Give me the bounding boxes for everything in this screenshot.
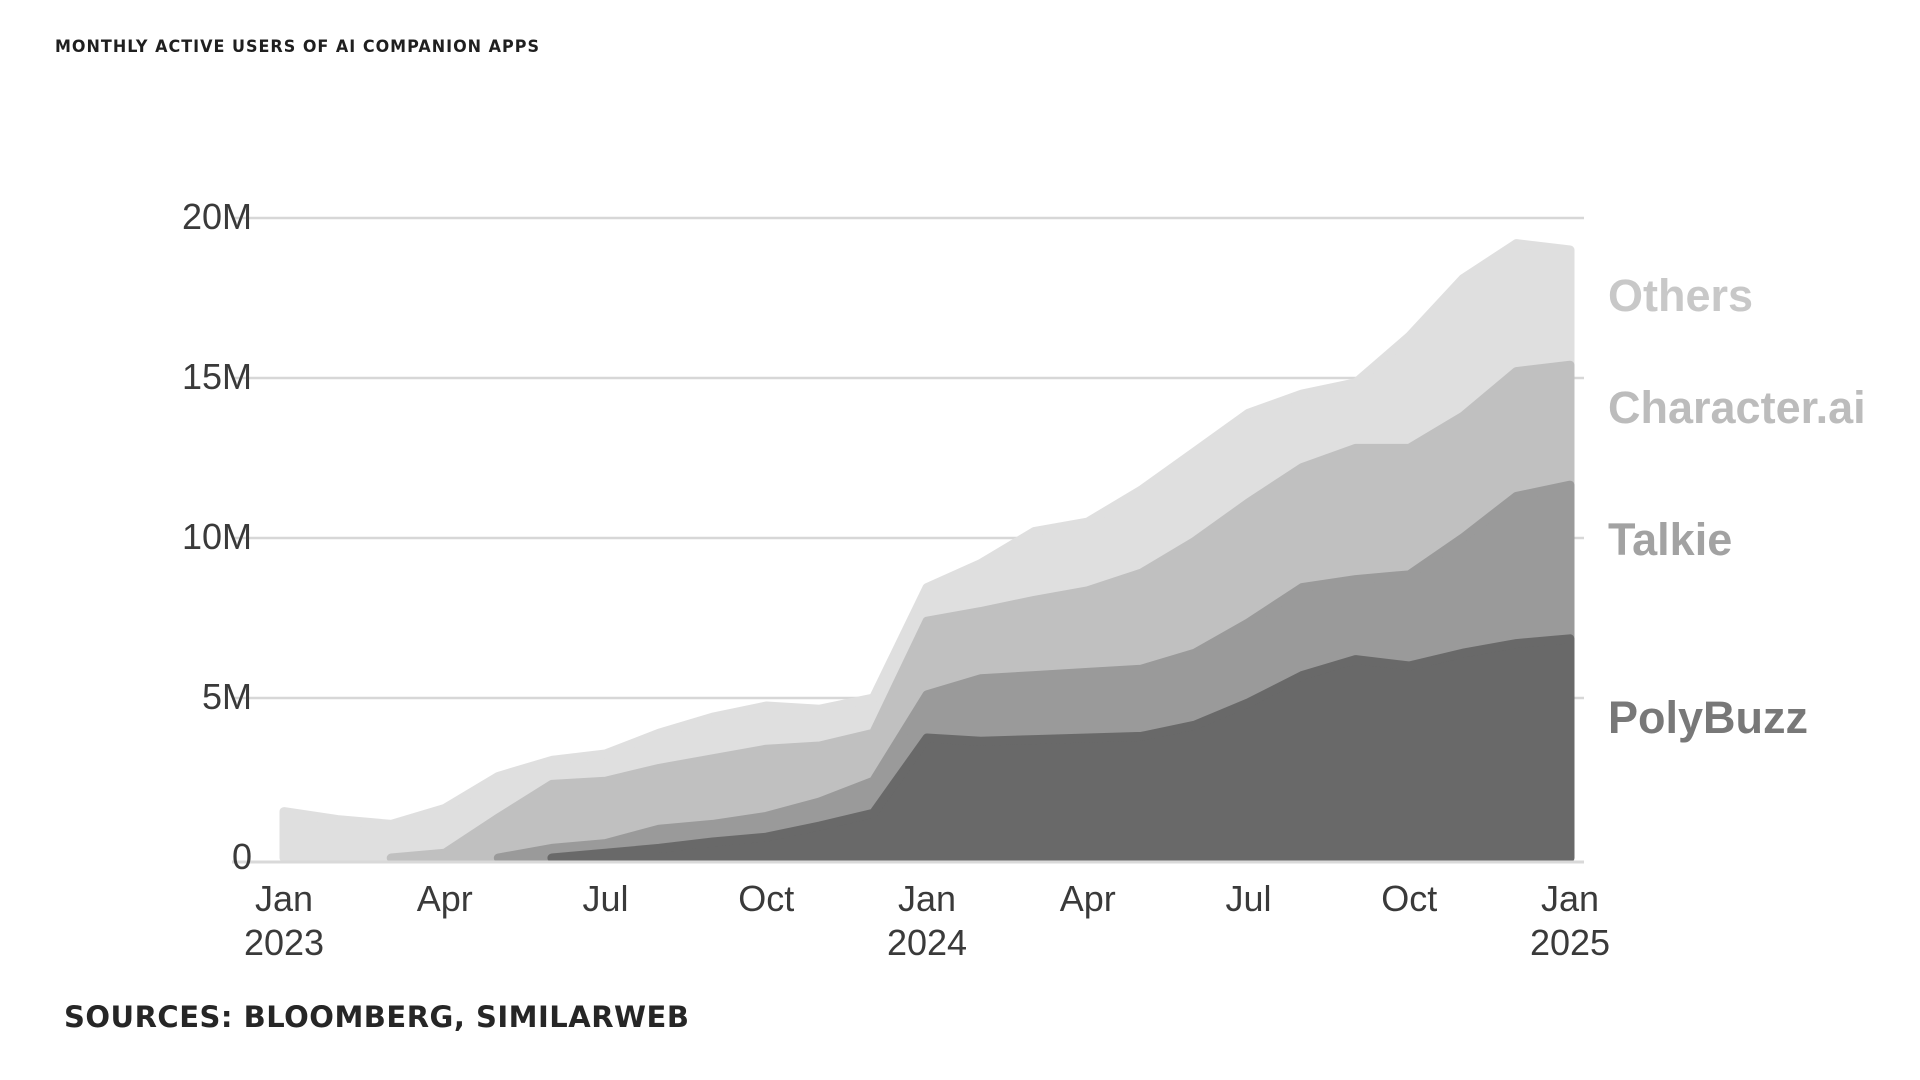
legend-label-talkie: Talkie <box>1608 514 1733 565</box>
y-tick-10M: 10M <box>181 516 252 557</box>
y-tick-0: 0 <box>231 836 252 877</box>
legend-label-others: Others <box>1608 270 1754 321</box>
x-tick-Jan2024: Jan <box>897 878 957 919</box>
x-tick-Jan2023: Jan <box>254 878 314 919</box>
x-tick-Jan2025: Jan <box>1540 878 1600 919</box>
x-tick-Jul: Jul <box>582 878 629 919</box>
source-note: SOURCES: BLOOMBERG, SIMILARWEB <box>64 1000 690 1034</box>
x-tick-Apr: Apr <box>416 878 473 919</box>
y-tick-15M: 15M <box>181 356 252 397</box>
y-tick-20M: 20M <box>181 196 252 237</box>
x-year-2024: 2024 <box>886 922 968 963</box>
x-tick-Apr: Apr <box>1059 878 1116 919</box>
x-year-2023: 2023 <box>243 922 325 963</box>
legend-label-polybuzz: PolyBuzz <box>1608 692 1809 743</box>
x-tick-Oct: Oct <box>738 878 795 919</box>
x-tick-Oct: Oct <box>1381 878 1438 919</box>
x-tick-Jul: Jul <box>1225 878 1272 919</box>
legend-label-characterai: Character.ai <box>1608 382 1866 433</box>
y-tick-5M: 5M <box>201 676 252 717</box>
area-polybuzz <box>547 634 1575 863</box>
x-year-2025: 2025 <box>1529 922 1611 963</box>
page-title: MONTHLY ACTIVE USERS OF AI COMPANION APP… <box>55 36 540 57</box>
